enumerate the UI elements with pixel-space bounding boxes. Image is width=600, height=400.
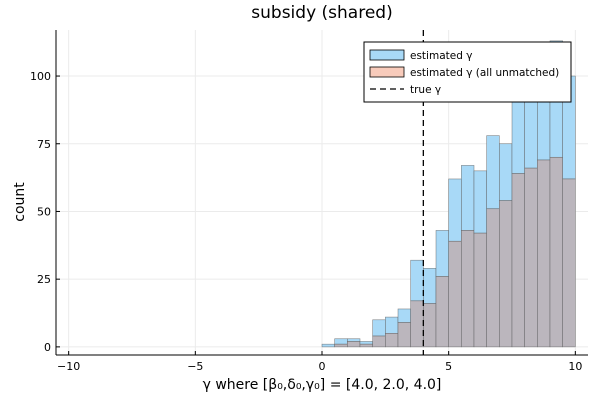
bar-estimated-gamma-unmatched <box>448 240 462 348</box>
bars <box>321 40 576 348</box>
y-axis-title: count <box>12 182 28 222</box>
bar-estimated-gamma <box>359 341 373 345</box>
bar-estimated-gamma <box>524 91 538 169</box>
legend-label-true-gamma: true γ <box>410 84 441 96</box>
bar-estimated-gamma <box>410 259 424 302</box>
bar-estimated-gamma <box>372 319 386 337</box>
x-tick-label: 10 <box>568 360 582 373</box>
bar-estimated-gamma-unmatched <box>435 276 449 348</box>
bar-estimated-gamma <box>321 343 335 348</box>
bar-estimated-gamma-unmatched <box>461 230 475 348</box>
bar-estimated-gamma <box>448 178 462 242</box>
bar-estimated-gamma-unmatched <box>334 343 348 348</box>
y-tick-label: 100 <box>30 70 51 83</box>
bar-estimated-gamma-unmatched <box>511 173 525 348</box>
bar-estimated-gamma-unmatched <box>499 200 513 348</box>
legend: estimated γ estimated γ (all unmatched) … <box>363 41 572 103</box>
y-tick-label: 75 <box>37 138 51 151</box>
y-tick-label: 0 <box>44 341 51 354</box>
bar-estimated-gamma-unmatched <box>385 333 399 348</box>
bar-estimated-gamma-unmatched <box>347 341 361 348</box>
y-tick-label: 25 <box>37 273 51 286</box>
bar-estimated-gamma-unmatched <box>524 167 538 348</box>
legend-swatch-estimated-gamma-unmatched <box>369 66 405 78</box>
legend-label-estimated-gamma: estimated γ <box>410 50 472 62</box>
x-tick-label: −10 <box>57 360 80 373</box>
bar-estimated-gamma-unmatched <box>473 232 487 348</box>
x-axis-title: γ where [β₀,δ₀,γ₀] = [4.0, 2.0, 4.0] <box>203 377 442 393</box>
bar-estimated-gamma <box>473 170 487 234</box>
bar-estimated-gamma-unmatched <box>537 159 551 348</box>
chart-title: subsidy (shared) <box>251 3 392 23</box>
legend-label-estimated-gamma-unmatched: estimated γ (all unmatched) <box>410 67 559 79</box>
y-tick-label: 50 <box>37 205 51 218</box>
bar-estimated-gamma-unmatched <box>549 156 563 348</box>
bar-estimated-gamma <box>423 268 437 304</box>
legend-swatch-estimated-gamma <box>369 49 405 61</box>
bar-estimated-gamma-unmatched <box>562 178 576 348</box>
x-tick-label: 5 <box>445 360 452 373</box>
x-tick-label: −5 <box>187 360 203 373</box>
bar-estimated-gamma-unmatched <box>423 303 437 348</box>
bar-estimated-gamma <box>486 135 500 210</box>
bar-estimated-gamma <box>385 316 399 334</box>
bar-estimated-gamma <box>397 308 411 323</box>
bar-estimated-gamma <box>461 165 475 231</box>
x-tick-label: 0 <box>319 360 326 373</box>
bar-estimated-gamma-unmatched <box>359 343 373 348</box>
bar-estimated-gamma-unmatched <box>410 300 424 348</box>
bar-estimated-gamma <box>499 143 513 201</box>
bar-estimated-gamma <box>435 230 449 277</box>
bar-estimated-gamma <box>334 338 348 345</box>
bar-estimated-gamma-unmatched <box>486 208 500 348</box>
bar-estimated-gamma-unmatched <box>372 335 386 348</box>
bar-estimated-gamma <box>347 338 361 342</box>
bar-estimated-gamma-unmatched <box>397 322 411 348</box>
